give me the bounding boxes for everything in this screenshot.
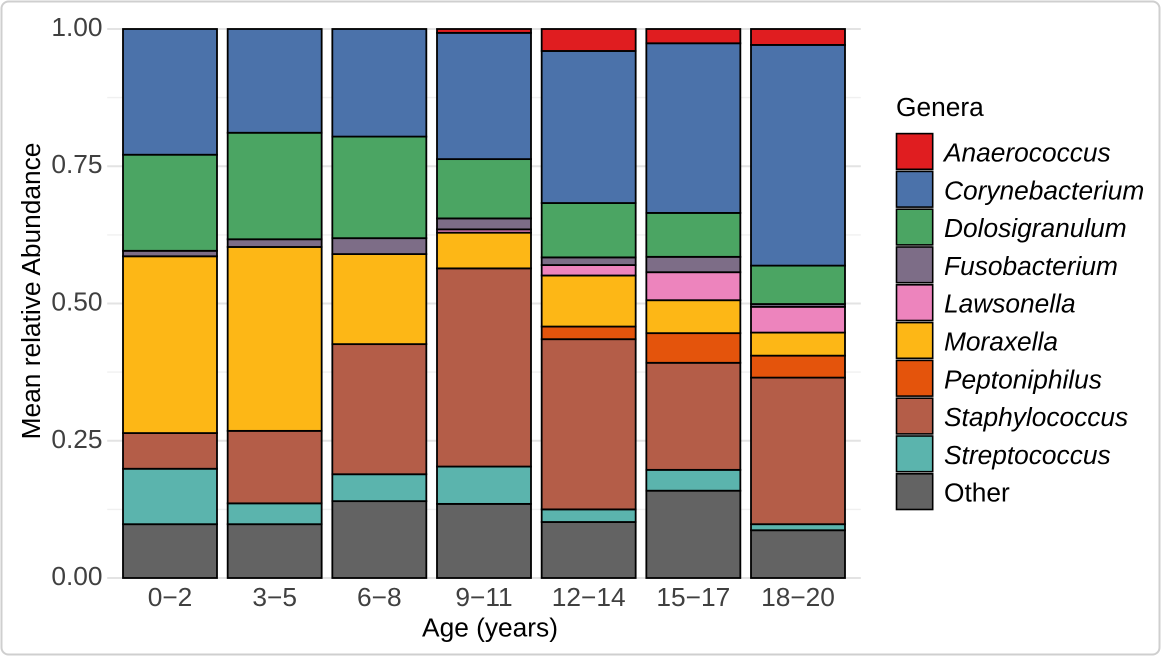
svg-text:0.50: 0.50	[51, 287, 102, 317]
svg-text:Streptococcus: Streptococcus	[944, 440, 1111, 470]
svg-text:Fusobacterium: Fusobacterium	[944, 251, 1118, 281]
svg-text:Corynebacterium: Corynebacterium	[944, 175, 1144, 205]
svg-text:Other: Other	[944, 478, 1010, 508]
svg-text:Dolosigranulum: Dolosigranulum	[944, 213, 1127, 243]
svg-text:Anaerococcus: Anaerococcus	[942, 138, 1111, 168]
svg-text:Age (years): Age (years)	[422, 613, 558, 643]
svg-text:Staphylococcus: Staphylococcus	[944, 402, 1128, 432]
svg-text:18−20: 18−20	[761, 582, 835, 612]
svg-text:Lawsonella: Lawsonella	[944, 289, 1076, 319]
svg-text:Genera: Genera	[896, 92, 984, 122]
svg-text:0.25: 0.25	[51, 424, 102, 454]
svg-text:Moraxella: Moraxella	[944, 327, 1058, 357]
svg-text:9−11: 9−11	[455, 582, 512, 612]
svg-text:0.00: 0.00	[51, 561, 102, 591]
svg-text:Mean relative Abundance: Mean relative Abundance	[16, 143, 46, 440]
svg-text:12−14: 12−14	[552, 582, 626, 612]
svg-text:0−2: 0−2	[148, 582, 193, 612]
svg-text:0.75: 0.75	[51, 149, 102, 179]
svg-text:3−5: 3−5	[252, 582, 297, 612]
svg-text:15−17: 15−17	[656, 582, 730, 612]
svg-text:Peptoniphilus: Peptoniphilus	[944, 364, 1102, 394]
svg-text:1.00: 1.00	[51, 12, 102, 42]
svg-text:6−8: 6−8	[357, 582, 402, 612]
